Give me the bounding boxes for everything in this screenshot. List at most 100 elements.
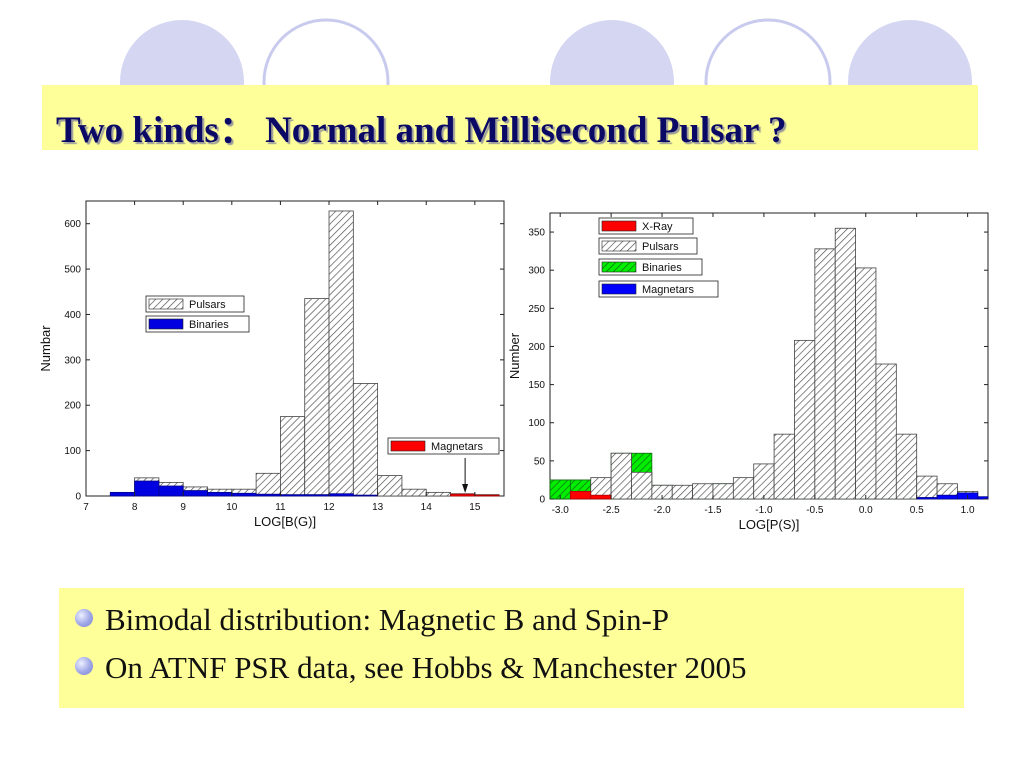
x-tick-label: 1.0 bbox=[961, 505, 975, 516]
x-tick-label: 9 bbox=[180, 502, 186, 513]
bar-binaries bbox=[182, 490, 208, 497]
y-tick-label: 300 bbox=[64, 355, 81, 366]
x-tick-label: 10 bbox=[226, 502, 238, 513]
bar-pulsars bbox=[916, 475, 938, 500]
y-tick-label: 0 bbox=[539, 495, 545, 506]
slide-title: Two kinds： Normal and Millisecond Pulsar… bbox=[56, 110, 787, 151]
x-tick-label: 12 bbox=[323, 502, 335, 513]
bar-magnetars bbox=[916, 497, 938, 500]
bar-pulsars bbox=[875, 363, 897, 500]
x-tick-label: 15 bbox=[469, 502, 481, 513]
x-tick-label: 14 bbox=[421, 502, 433, 513]
legend-swatch bbox=[601, 261, 637, 273]
y-tick-label: 50 bbox=[534, 456, 546, 467]
bar-pulsars bbox=[328, 210, 354, 497]
bar-binaries bbox=[280, 494, 306, 497]
x-tick-label: 7 bbox=[83, 502, 89, 513]
bar-xray bbox=[590, 494, 612, 500]
legend-swatch bbox=[148, 298, 184, 310]
legend-label: Binaries bbox=[642, 262, 682, 274]
legend-label: X-Ray bbox=[642, 221, 673, 233]
bullet-text: On ATNF PSR data, see Hobbs & Manchester… bbox=[105, 650, 747, 685]
bar-pulsars bbox=[255, 472, 281, 497]
x-tick-label: -3.0 bbox=[552, 505, 570, 516]
bar-pulsars bbox=[280, 416, 306, 497]
bar-magnetars bbox=[936, 494, 958, 500]
bar-pulsars bbox=[794, 339, 816, 500]
magnetic-field-histogram-svg: 7 8 9 10 11 12 13 14 15 0 100 200 300 400 500 600 LOG[B(… bbox=[38, 200, 505, 529]
legend-label: Pulsars bbox=[642, 241, 679, 253]
magnetar-arrow-icon bbox=[462, 484, 469, 493]
x-tick-label: -1.0 bbox=[755, 505, 773, 516]
y-tick-label: 300 bbox=[528, 266, 545, 277]
bar-pulsars bbox=[855, 267, 877, 500]
bar-xray bbox=[569, 490, 592, 500]
x-tick-label: 13 bbox=[372, 502, 384, 513]
bar-magnetars bbox=[450, 493, 476, 497]
bar-pulsars bbox=[773, 433, 795, 500]
x-tick-label: -2.5 bbox=[602, 505, 620, 516]
bar-pulsars bbox=[732, 477, 755, 500]
y-tick-label: 350 bbox=[528, 228, 545, 239]
y-tick-label: 100 bbox=[64, 446, 81, 457]
bar-binaries bbox=[231, 492, 257, 497]
bar-pulsars bbox=[895, 433, 918, 500]
legend-swatch bbox=[390, 440, 426, 452]
bar-pulsars bbox=[304, 298, 330, 497]
spin-period-histogram-svg: -3.0 -2.5 -2.0 -1.5 -1.0 -0.5 0.0 0.5 1.0 0 50 100 1… bbox=[507, 212, 989, 532]
legend-label: Binaries bbox=[189, 319, 229, 331]
legend-swatch bbox=[601, 283, 637, 295]
x-axis-label: LOG[P(S)] bbox=[739, 517, 800, 532]
summary-box: Bimodal distribution: Magnetic B and Spi… bbox=[59, 588, 964, 708]
magnetic-field-histogram: 7 8 9 10 11 12 13 14 15 0 100 200 300 400 500 600 LOG[B(… bbox=[28, 186, 506, 540]
bar-pulsars bbox=[425, 491, 451, 497]
x-tick-label: 0.5 bbox=[910, 505, 924, 516]
legend-swatch bbox=[601, 240, 637, 252]
bullet-text: Bimodal distribution: Magnetic B and Spi… bbox=[105, 602, 670, 637]
y-tick-label: 200 bbox=[64, 401, 81, 412]
legend-swatch bbox=[601, 220, 637, 232]
bar-pulsars bbox=[712, 483, 734, 500]
bar-pulsars bbox=[671, 484, 694, 500]
bar-pulsars bbox=[610, 452, 632, 500]
x-tick-label: 11 bbox=[275, 502, 286, 513]
y-axis-label: Number bbox=[507, 332, 522, 379]
legend-label: Magnetars bbox=[642, 284, 694, 296]
spin-period-histogram: -3.0 -2.5 -2.0 -1.5 -1.0 -0.5 0.0 0.5 1.0 0 50 100 1… bbox=[507, 208, 1000, 544]
bar-binaries bbox=[304, 494, 330, 497]
x-tick-label: -2.0 bbox=[653, 505, 671, 516]
bullet-icon bbox=[75, 657, 93, 675]
y-tick-label: 150 bbox=[528, 380, 545, 391]
bar-binaries bbox=[134, 480, 160, 497]
bar-binaries bbox=[109, 491, 136, 497]
bar-pulsars bbox=[834, 227, 856, 500]
x-tick-label: -0.5 bbox=[806, 505, 824, 516]
bullet-icon bbox=[75, 609, 93, 627]
bar-pulsars bbox=[352, 383, 379, 497]
bullet-item: Bimodal distribution: Magnetic B and Spi… bbox=[75, 602, 669, 638]
bullet-item: On ATNF PSR data, see Hobbs & Manchester… bbox=[75, 650, 746, 686]
y-tick-label: 0 bbox=[75, 492, 81, 503]
bar-binaries bbox=[352, 494, 379, 497]
bar-pulsars bbox=[814, 248, 836, 500]
x-tick-label: 8 bbox=[132, 502, 138, 513]
y-tick-label: 400 bbox=[64, 310, 81, 321]
x-tick-label: -1.5 bbox=[704, 505, 722, 516]
legend-label: Magnetars bbox=[431, 441, 483, 453]
legend-swatch bbox=[148, 318, 184, 330]
x-tick-label: 0.0 bbox=[859, 505, 873, 516]
bar-pulsars bbox=[401, 488, 427, 497]
y-tick-label: 250 bbox=[528, 304, 545, 315]
bar-binaries bbox=[158, 485, 184, 497]
bar-binaries bbox=[328, 493, 354, 497]
legend-label: Pulsars bbox=[189, 299, 226, 311]
bar-magnetars bbox=[474, 494, 500, 497]
bar-magnetars bbox=[977, 496, 989, 500]
y-tick-label: 200 bbox=[528, 342, 545, 353]
y-tick-label: 600 bbox=[64, 219, 81, 230]
bar-pulsars bbox=[631, 471, 653, 500]
bar-binaries bbox=[255, 493, 281, 497]
title-banner: Two kinds： Normal and Millisecond Pulsar… bbox=[42, 85, 978, 151]
bar-pulsars bbox=[692, 483, 714, 500]
y-tick-label: 100 bbox=[528, 418, 545, 429]
